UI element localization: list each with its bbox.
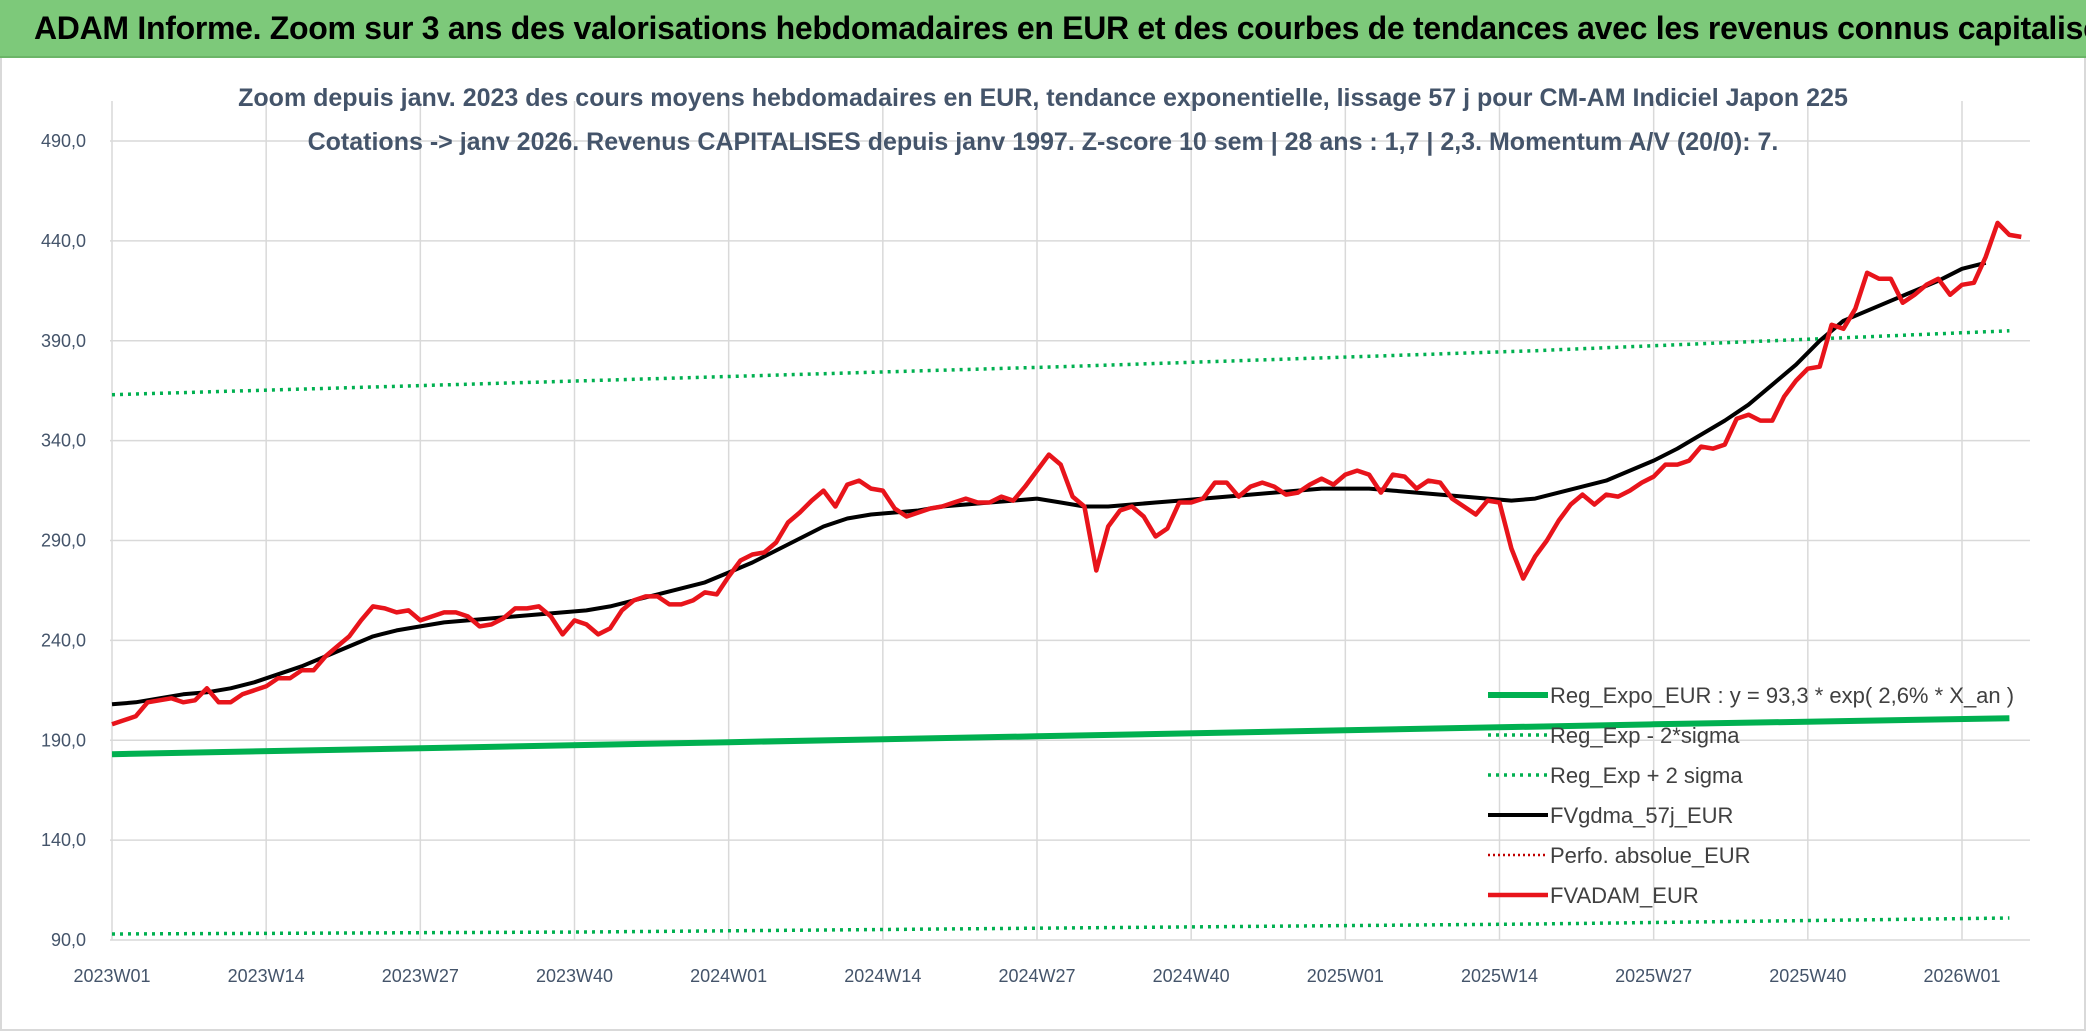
x-tick-label: 2024W40	[1153, 966, 1230, 986]
report-title: ADAM Informe. Zoom sur 3 ans des valoris…	[34, 10, 2086, 46]
legend-label: Perfo. absolue_EUR	[1550, 843, 1751, 868]
chart-title: Zoom depuis janv. 2023 des cours moyens …	[238, 84, 1848, 112]
x-tick-label: 2023W40	[536, 966, 613, 986]
chart-series	[111, 220, 2022, 936]
x-tick-label: 2023W27	[382, 966, 459, 986]
x-tick-label: 2025W01	[1307, 966, 1384, 986]
y-axis-ticks: 90,0 140,0 190,0 240,0 290,0 340,0 390,0 440,0 4…	[41, 131, 86, 950]
chart-subtitle: Cotations -> janv 2026. Revenus CAPITALI…	[307, 128, 1779, 156]
legend-label: Reg_Exp + 2 sigma	[1550, 763, 1743, 788]
legend-label: Reg_Expo_EUR : y = 93,3 * exp( 2,6% * X_…	[1550, 683, 2014, 708]
y-tick-label: 490,0	[41, 131, 86, 151]
x-axis-ticks: 2023W01 2023W14 2023W27 2023W40 2024W01 2024W…	[73, 966, 2000, 986]
y-tick-label: 140,0	[41, 830, 86, 850]
legend-label: FVgdma_57j_EUR	[1550, 803, 1733, 828]
y-tick-label: 240,0	[41, 630, 86, 650]
series-line-1	[111, 916, 2010, 936]
x-tick-label: 2023W14	[228, 966, 305, 986]
legend-label: Reg_Exp - 2*sigma	[1550, 723, 1740, 748]
y-tick-label: 340,0	[41, 431, 86, 451]
x-tick-label: 2026W01	[1923, 966, 2000, 986]
x-tick-label: 2024W27	[998, 966, 1075, 986]
series-line-5	[111, 220, 2022, 727]
chart-grid	[110, 101, 2030, 941]
y-tick-label: 90,0	[51, 930, 86, 950]
series-line-3	[111, 260, 1987, 707]
y-tick-label: 290,0	[41, 531, 86, 551]
x-tick-label: 2025W40	[1769, 966, 1846, 986]
x-tick-label: 2025W14	[1461, 966, 1538, 986]
x-tick-label: 2024W01	[690, 966, 767, 986]
series-line-0	[111, 715, 2010, 758]
legend-label: FVADAM_EUR	[1550, 883, 1699, 908]
y-tick-label: 390,0	[41, 331, 86, 351]
x-tick-label: 2025W27	[1615, 966, 1692, 986]
y-tick-label: 440,0	[41, 231, 86, 251]
x-tick-label: 2024W14	[844, 966, 921, 986]
report-banner: ADAM Informe. Zoom sur 3 ans des valoris…	[0, 0, 2086, 58]
y-tick-label: 190,0	[41, 730, 86, 750]
x-tick-label: 2023W01	[73, 966, 150, 986]
chart-legend: Reg_Expo_EUR : y = 93,3 * exp( 2,6% * X_…	[1488, 683, 2014, 908]
